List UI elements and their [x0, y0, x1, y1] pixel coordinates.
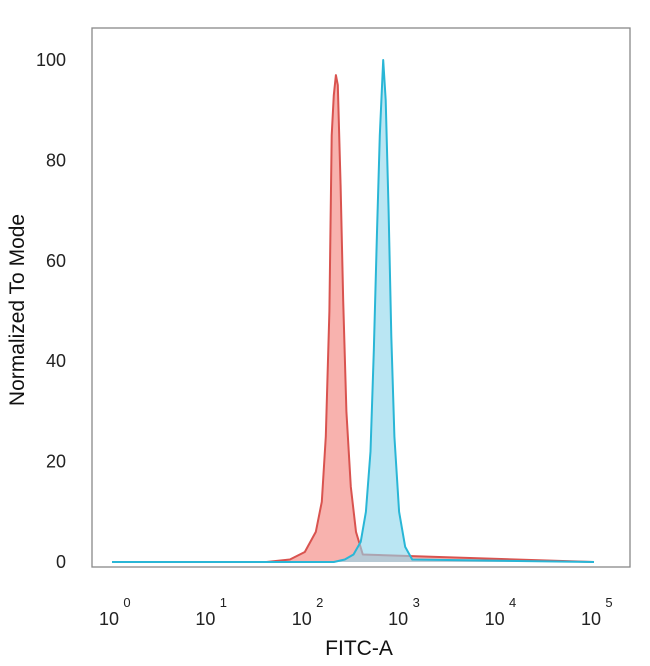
x-tick-exponent: 2	[316, 595, 323, 610]
y-tick-label: 100	[36, 50, 66, 70]
x-tick-label: 10	[292, 609, 312, 629]
x-tick-label: 10	[388, 609, 408, 629]
x-tick-label: 10	[195, 609, 215, 629]
y-axis-label: Normalized To Mode	[6, 214, 29, 406]
y-tick-label: 80	[46, 150, 66, 170]
x-tick-exponent: 1	[220, 595, 227, 610]
y-tick-label: 60	[46, 251, 66, 271]
x-tick-exponent: 5	[605, 595, 612, 610]
series-2-line	[112, 59, 595, 563]
x-tick-label: 10	[581, 609, 601, 629]
plot-frame	[91, 27, 631, 568]
x-tick-exponent: 3	[413, 595, 420, 610]
series-1-area	[112, 75, 594, 562]
x-tick-label: 10	[99, 609, 119, 629]
x-tick-label: 10	[485, 609, 505, 629]
series-2-area	[112, 60, 594, 562]
x-axis-label: FITC-A	[325, 637, 393, 660]
x-tick-exponent: 4	[509, 595, 516, 610]
series-1-line	[112, 74, 595, 563]
y-tick-label: 20	[46, 452, 66, 472]
y-tick-label: 0	[56, 552, 66, 572]
y-tick-label: 40	[46, 351, 66, 371]
x-tick-exponent: 0	[123, 595, 130, 610]
